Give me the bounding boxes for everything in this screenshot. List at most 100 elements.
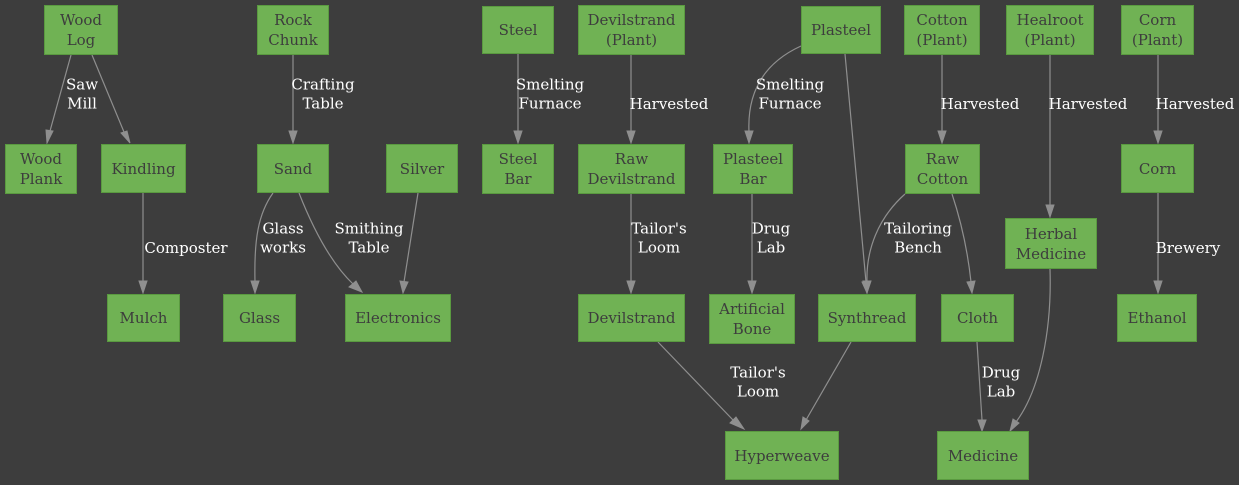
arrowhead-icon bbox=[1009, 418, 1020, 433]
edge-label: Drug Lab bbox=[982, 364, 1021, 401]
edge-line bbox=[91, 54, 125, 133]
arrowhead-icon bbox=[977, 419, 987, 433]
node-mulch: Mulch bbox=[107, 294, 180, 342]
node-hyperweave: Hyperweave bbox=[725, 431, 839, 480]
arrowhead-icon bbox=[513, 130, 523, 145]
node-synthread: Synthread bbox=[818, 294, 916, 342]
edge-healroot-plant-to-herbal-medicine: Harvested bbox=[1045, 55, 1128, 219]
node-silver: Silver bbox=[386, 144, 458, 193]
edge-label: Brewery bbox=[1156, 239, 1221, 257]
edge-label: Harvested bbox=[630, 95, 709, 113]
arrowhead-icon bbox=[937, 130, 947, 145]
edge-label: Tailor's Loom bbox=[631, 220, 686, 257]
arrowhead-icon bbox=[1153, 130, 1163, 145]
edge-line bbox=[748, 45, 802, 133]
arrowhead-icon bbox=[626, 130, 636, 145]
edge-label: Smelting Furnace bbox=[756, 76, 825, 113]
arrowhead-icon bbox=[1045, 204, 1055, 219]
node-steel: Steel bbox=[482, 6, 554, 54]
edge-label: Tailoring Bench bbox=[884, 220, 952, 257]
edge-label: Tailor's Loom bbox=[730, 364, 785, 401]
node-cloth: Cloth bbox=[941, 294, 1014, 342]
edge-label: Saw Mill bbox=[66, 76, 98, 113]
edge-raw-cotton-to-cloth bbox=[951, 193, 976, 295]
node-corn-plant: Corn (Plant) bbox=[1121, 5, 1194, 55]
edge-line bbox=[805, 341, 852, 421]
node-medicine: Medicine bbox=[937, 431, 1029, 480]
edge-label: Harvested bbox=[1156, 95, 1235, 113]
node-steel-bar: Steel Bar bbox=[482, 144, 554, 194]
node-devilstrand-plant: Devilstrand (Plant) bbox=[578, 5, 685, 55]
edge-line bbox=[951, 193, 972, 283]
node-wood-log: Wood Log bbox=[44, 5, 118, 55]
edge-line bbox=[403, 192, 419, 283]
edge-label: Drug Lab bbox=[752, 220, 791, 257]
arrowhead-icon bbox=[966, 280, 976, 295]
edge-line bbox=[49, 54, 72, 132]
edge-line bbox=[657, 341, 734, 421]
edge-sand-to-electronics: Smithing Table bbox=[298, 192, 404, 293]
arrowhead-icon bbox=[250, 280, 260, 295]
edge-steel-to-steel-bar: Smelting Furnace bbox=[513, 54, 585, 145]
node-cotton-plant: Cotton (Plant) bbox=[904, 5, 980, 55]
node-kindling: Kindling bbox=[101, 144, 186, 193]
node-herbal-medicine: Herbal Medicine bbox=[1005, 218, 1097, 269]
arrowhead-icon bbox=[45, 129, 54, 145]
edge-rock-chunk-to-sand: Crafting Table bbox=[288, 55, 355, 145]
edge-kindling-to-mulch: Composter bbox=[138, 193, 228, 295]
edge-line bbox=[1015, 268, 1051, 423]
node-corn: Corn bbox=[1121, 144, 1194, 193]
edge-line bbox=[866, 193, 906, 283]
arrowhead-icon bbox=[626, 280, 636, 295]
edge-plasteel-to-synthread bbox=[844, 53, 871, 295]
edge-label: Smithing Table bbox=[334, 220, 403, 257]
edge-line bbox=[298, 192, 354, 285]
edge-plasteel-bar-to-artificial-bone: Drug Lab bbox=[747, 194, 791, 295]
arrowhead-icon bbox=[138, 280, 148, 295]
arrowhead-icon bbox=[348, 280, 364, 293]
node-electronics: Electronics bbox=[345, 294, 451, 342]
edge-label: Crafting Table bbox=[291, 76, 355, 113]
edge-label: Composter bbox=[144, 239, 228, 257]
edge-corn-plant-to-corn: Harvested bbox=[1153, 55, 1235, 145]
edge-devilstrand-to-hyperweave: Tailor's Loom bbox=[657, 341, 786, 431]
edge-label: Glass works bbox=[260, 220, 306, 257]
edge-synthread-to-hyperweave bbox=[800, 341, 852, 431]
node-sand: Sand bbox=[257, 144, 329, 193]
node-raw-devilstrand: Raw Devilstrand bbox=[578, 144, 685, 194]
edge-herbal-medicine-to-medicine bbox=[1009, 268, 1051, 433]
edge-plasteel-to-plasteel-bar: Smelting Furnace bbox=[744, 45, 825, 145]
edge-devilstrand-plant-to-raw-devilstrand: Harvested bbox=[626, 55, 709, 145]
edge-label: Harvested bbox=[941, 95, 1020, 113]
node-raw-cotton: Raw Cotton bbox=[905, 144, 980, 194]
edge-line bbox=[844, 53, 867, 283]
edge-wood-log-to-kindling bbox=[91, 54, 131, 144]
edge-line bbox=[254, 192, 274, 283]
node-plasteel-bar: Plasteel Bar bbox=[713, 144, 793, 194]
edge-label: Smelting Furnace bbox=[516, 76, 585, 113]
edge-sand-to-glass: Glass works bbox=[250, 192, 306, 295]
node-plasteel: Plasteel bbox=[801, 6, 881, 54]
node-healroot-plant: Healroot (Plant) bbox=[1006, 5, 1094, 55]
edge-cotton-plant-to-raw-cotton: Harvested bbox=[937, 55, 1020, 145]
edge-line bbox=[976, 341, 983, 421]
node-rock-chunk: Rock Chunk bbox=[257, 5, 329, 55]
node-ethanol: Ethanol bbox=[1117, 294, 1197, 342]
arrowhead-icon bbox=[862, 280, 872, 295]
edge-raw-cotton-to-synthread: Tailoring Bench bbox=[862, 193, 952, 295]
arrowhead-icon bbox=[288, 130, 298, 145]
edge-label: Harvested bbox=[1049, 95, 1128, 113]
edge-wood-log-to-wood-plank: Saw Mill bbox=[45, 54, 98, 145]
edge-corn-to-ethanol: Brewery bbox=[1153, 193, 1221, 295]
arrowhead-icon bbox=[747, 280, 757, 295]
node-glass: Glass bbox=[223, 294, 296, 342]
edge-cloth-to-medicine: Drug Lab bbox=[976, 341, 1021, 433]
node-devilstrand: Devilstrand bbox=[578, 294, 685, 342]
node-artificial-bone: Artificial Bone bbox=[709, 294, 795, 344]
node-wood-plank: Wood Plank bbox=[5, 144, 77, 194]
arrowhead-icon bbox=[800, 416, 810, 431]
edge-raw-devilstrand-to-devilstrand: Tailor's Loom bbox=[626, 194, 687, 295]
edge-silver-to-electronics bbox=[399, 192, 419, 295]
